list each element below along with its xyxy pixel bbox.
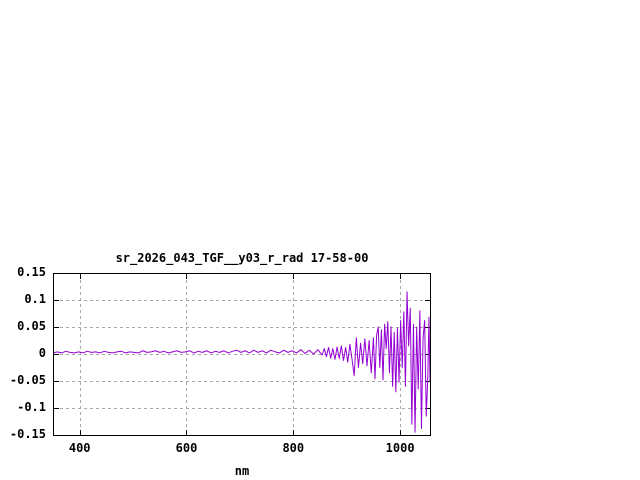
- plot-area: [53, 273, 431, 436]
- x-tick-label: 600: [175, 441, 198, 455]
- plot-border: [53, 273, 431, 436]
- chart-title: sr_2026_043_TGF__y03_r_rad 17-58-00: [115, 251, 369, 265]
- y-tick-label: 0.1: [24, 292, 46, 306]
- y-tick-label: -0.1: [17, 400, 46, 414]
- x-tick-label: 400: [68, 441, 91, 455]
- x-tick-label: 800: [282, 441, 305, 455]
- y-tick-label: -0.05: [9, 373, 46, 387]
- data-line: [53, 291, 431, 433]
- y-tick-label: 0.05: [17, 319, 46, 333]
- y-tick-label: -0.15: [9, 427, 46, 441]
- y-tick-label: 0.15: [17, 265, 46, 279]
- x-tick-label: 1000: [385, 441, 415, 455]
- x-axis-label: nm: [234, 464, 250, 478]
- y-tick-label: 0: [38, 346, 46, 360]
